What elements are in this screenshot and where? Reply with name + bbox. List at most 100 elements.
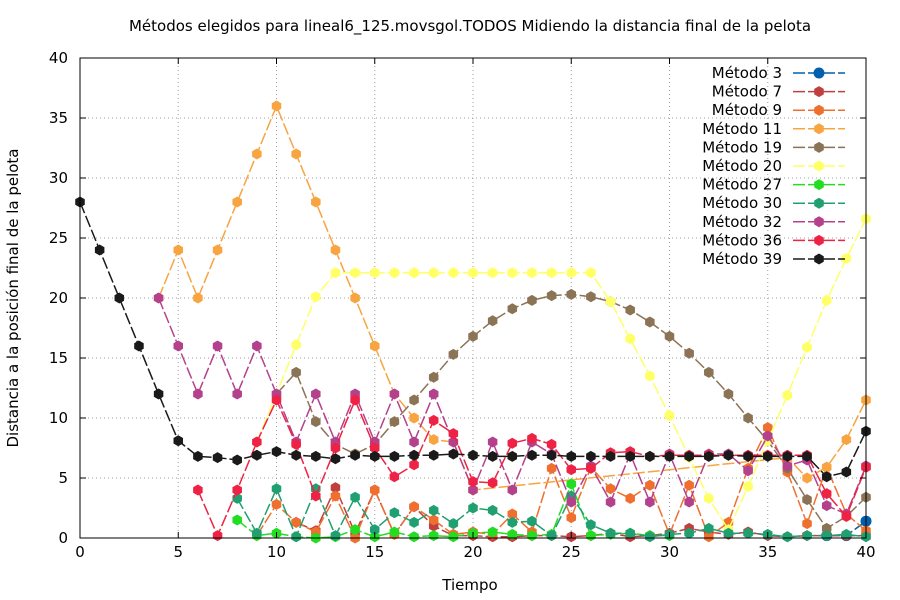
legend-marker [814, 123, 824, 135]
data-point [782, 531, 793, 543]
data-point [841, 252, 852, 264]
data-point [625, 304, 635, 316]
data-point [664, 450, 675, 462]
data-point [271, 483, 282, 495]
data-point [566, 288, 577, 300]
data-point [232, 514, 242, 526]
data-point [468, 449, 478, 461]
y-tick-label: 5 [58, 469, 68, 487]
legend-label: Método 30 [702, 194, 782, 212]
data-point [350, 292, 360, 304]
legend-marker [813, 67, 825, 79]
data-point [743, 480, 753, 492]
data-point [291, 339, 301, 351]
data-point [330, 442, 341, 454]
x-tick-label: 35 [758, 543, 777, 561]
data-point [605, 496, 616, 508]
data-point [311, 490, 321, 502]
data-point [841, 528, 852, 540]
y-tick-label: 0 [58, 529, 68, 547]
legend-label: Método 27 [702, 176, 782, 194]
data-point [350, 524, 360, 536]
data-point [291, 438, 301, 450]
data-point [409, 459, 419, 471]
legend-label: Método 19 [702, 138, 782, 156]
y-tick-label: 20 [49, 289, 68, 307]
y-tick-label: 35 [49, 109, 68, 127]
data-point [468, 476, 478, 488]
data-point [428, 504, 439, 516]
data-point [428, 514, 439, 526]
data-point [212, 340, 223, 352]
data-point [566, 478, 577, 490]
data-point [487, 315, 498, 327]
data-point [684, 347, 694, 359]
data-point [409, 412, 419, 424]
data-point [94, 244, 105, 256]
data-point [841, 434, 852, 446]
data-point [330, 482, 341, 494]
series-line [256, 425, 867, 540]
data-point [487, 526, 498, 538]
data-point [566, 512, 577, 524]
data-point [428, 530, 439, 542]
data-point [605, 527, 616, 539]
data-point [527, 294, 537, 306]
data-point [507, 267, 518, 279]
data-point [468, 330, 478, 342]
legend-marker [814, 104, 824, 116]
data-point [409, 436, 419, 448]
legend-label: Método 11 [702, 120, 782, 138]
data-point [369, 267, 380, 279]
data-point [645, 450, 655, 462]
data-point [782, 450, 793, 462]
data-point [566, 464, 577, 476]
series-layer [75, 100, 872, 544]
data-point [232, 484, 242, 496]
data-point [173, 435, 184, 447]
data-point [762, 450, 773, 462]
data-point [271, 498, 282, 510]
data-point [821, 488, 832, 500]
data-point [802, 494, 812, 506]
x-axis-label: Tiempo [441, 576, 497, 594]
data-point [369, 450, 380, 462]
data-point [507, 437, 518, 449]
y-tick-label: 10 [49, 409, 68, 427]
data-point [448, 428, 459, 440]
series-line [157, 297, 867, 515]
data-point [311, 388, 321, 400]
legend-marker [814, 234, 824, 246]
data-point [723, 388, 734, 400]
data-point [428, 434, 439, 446]
data-point [330, 244, 341, 256]
data-point [448, 448, 459, 460]
data-point [802, 472, 812, 484]
y-tick-label: 30 [49, 169, 68, 187]
data-point [350, 491, 360, 503]
data-point [330, 453, 341, 465]
data-point [153, 388, 164, 400]
data-point [821, 461, 832, 473]
data-point [350, 449, 360, 461]
data-point [527, 267, 537, 279]
data-point [468, 502, 478, 514]
data-point [448, 518, 459, 530]
data-point [645, 316, 655, 328]
data-point [507, 508, 518, 520]
legend-label: Método 9 [712, 101, 782, 119]
data-point [546, 462, 557, 474]
data-point [252, 148, 262, 160]
data-point [193, 292, 203, 304]
data-point [193, 484, 203, 496]
data-point [625, 492, 635, 504]
data-point [330, 267, 341, 279]
data-point [271, 394, 282, 406]
data-point [448, 531, 459, 543]
data-point [802, 450, 812, 462]
data-point [487, 477, 498, 489]
data-point [704, 522, 714, 534]
data-point [743, 412, 753, 424]
data-point [330, 490, 341, 502]
